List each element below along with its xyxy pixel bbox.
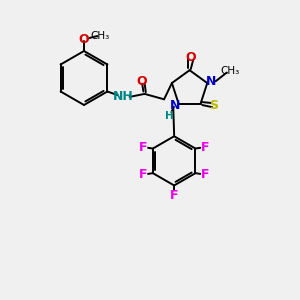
Text: N: N [206, 75, 217, 88]
Text: F: F [170, 188, 178, 202]
Text: CH₃: CH₃ [221, 66, 240, 76]
Text: O: O [137, 75, 148, 88]
Text: O: O [79, 33, 89, 46]
Text: S: S [209, 99, 218, 112]
Text: F: F [139, 140, 148, 154]
Text: F: F [139, 168, 148, 181]
Text: H: H [165, 111, 174, 121]
Text: F: F [201, 168, 209, 181]
Text: F: F [201, 140, 209, 154]
Text: N: N [170, 98, 180, 112]
Text: O: O [185, 51, 196, 64]
Text: CH₃: CH₃ [91, 31, 110, 41]
Text: NH: NH [112, 90, 134, 104]
